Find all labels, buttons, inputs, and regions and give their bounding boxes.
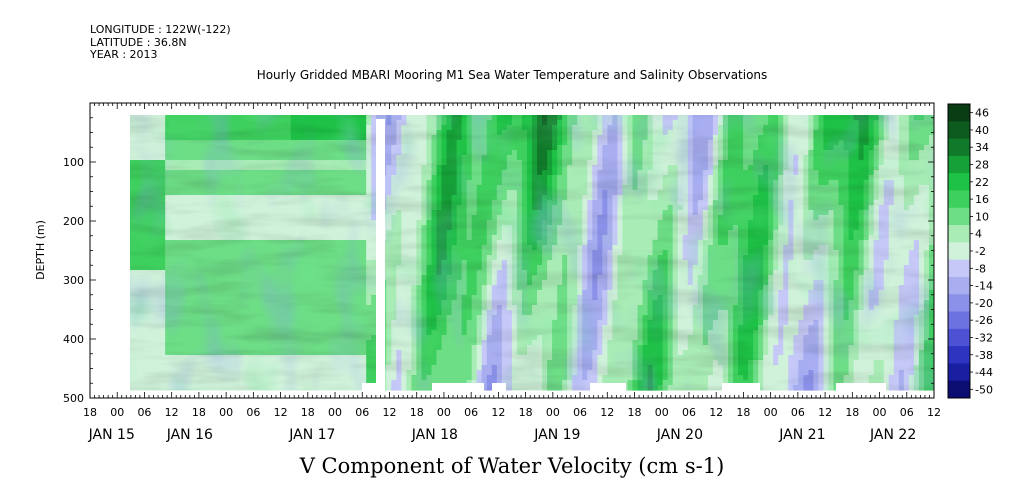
chart-title: Hourly Gridded MBARI Mooring M1 Sea Wate…: [256, 68, 768, 82]
latitude-label: LATITUDE : 36.8N: [90, 35, 187, 49]
metadata-block: LONGITUDE : 122W(-122) LATITUDE : 36.8N …: [90, 23, 231, 62]
velocity-field: [130, 115, 934, 398]
year-label: YEAR : 2013: [90, 48, 158, 61]
longitude-label: LONGITUDE : 122W(-122): [90, 23, 231, 36]
